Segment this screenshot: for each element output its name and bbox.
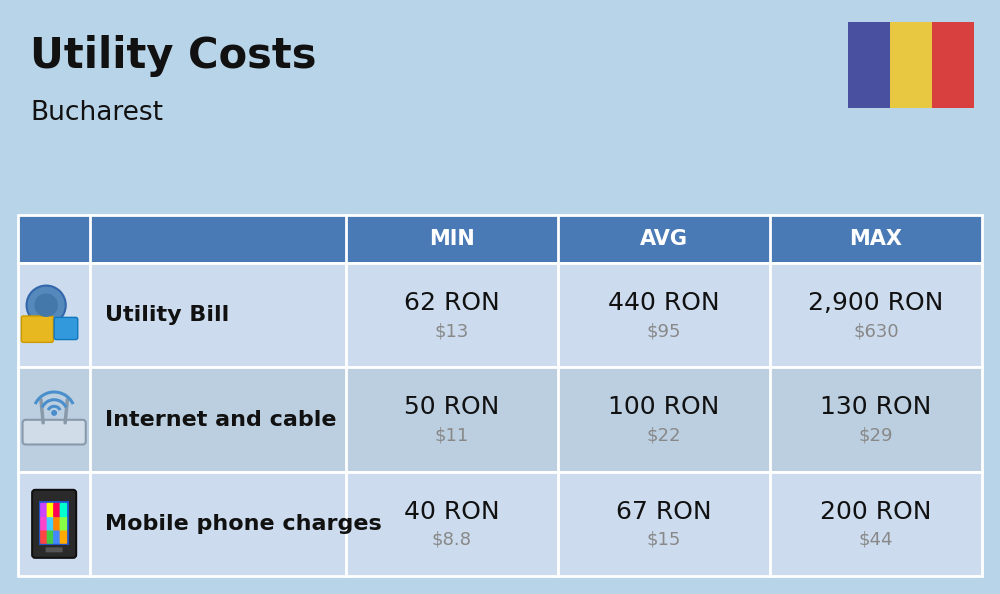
Text: 50 RON: 50 RON bbox=[404, 396, 499, 419]
Text: $44: $44 bbox=[859, 531, 893, 549]
FancyBboxPatch shape bbox=[32, 490, 76, 558]
Text: 440 RON: 440 RON bbox=[608, 291, 720, 315]
Text: $95: $95 bbox=[647, 322, 681, 340]
FancyBboxPatch shape bbox=[60, 529, 67, 544]
FancyBboxPatch shape bbox=[40, 516, 48, 530]
FancyBboxPatch shape bbox=[39, 501, 69, 545]
Text: MAX: MAX bbox=[849, 229, 902, 249]
Text: MIN: MIN bbox=[429, 229, 475, 249]
Text: 100 RON: 100 RON bbox=[608, 396, 720, 419]
FancyBboxPatch shape bbox=[932, 22, 974, 108]
Text: Bucharest: Bucharest bbox=[30, 100, 163, 126]
Text: $22: $22 bbox=[647, 426, 681, 444]
FancyBboxPatch shape bbox=[47, 503, 54, 517]
FancyBboxPatch shape bbox=[60, 503, 67, 517]
FancyBboxPatch shape bbox=[40, 503, 48, 517]
FancyBboxPatch shape bbox=[890, 22, 932, 108]
FancyBboxPatch shape bbox=[18, 263, 982, 367]
FancyBboxPatch shape bbox=[18, 215, 982, 263]
FancyBboxPatch shape bbox=[53, 516, 61, 530]
Text: 2,900 RON: 2,900 RON bbox=[808, 291, 944, 315]
Text: $11: $11 bbox=[435, 426, 469, 444]
FancyBboxPatch shape bbox=[60, 516, 67, 530]
Text: 67 RON: 67 RON bbox=[616, 500, 712, 524]
FancyBboxPatch shape bbox=[23, 420, 86, 444]
FancyBboxPatch shape bbox=[53, 503, 61, 517]
Circle shape bbox=[51, 410, 57, 416]
FancyBboxPatch shape bbox=[46, 547, 63, 552]
Text: Utility Bill: Utility Bill bbox=[105, 305, 230, 325]
FancyBboxPatch shape bbox=[40, 529, 48, 544]
FancyBboxPatch shape bbox=[18, 367, 982, 472]
Text: Mobile phone charges: Mobile phone charges bbox=[105, 514, 382, 534]
Text: $15: $15 bbox=[647, 531, 681, 549]
FancyBboxPatch shape bbox=[47, 529, 54, 544]
Text: $13: $13 bbox=[435, 322, 469, 340]
Text: Internet and cable: Internet and cable bbox=[105, 409, 337, 429]
Circle shape bbox=[34, 293, 58, 317]
Text: 62 RON: 62 RON bbox=[404, 291, 500, 315]
Text: AVG: AVG bbox=[640, 229, 688, 249]
Text: 200 RON: 200 RON bbox=[820, 500, 932, 524]
Text: $8.8: $8.8 bbox=[432, 531, 472, 549]
FancyBboxPatch shape bbox=[47, 516, 54, 530]
Text: Utility Costs: Utility Costs bbox=[30, 35, 316, 77]
FancyBboxPatch shape bbox=[21, 316, 53, 342]
Text: $630: $630 bbox=[853, 322, 899, 340]
Text: 40 RON: 40 RON bbox=[404, 500, 500, 524]
Text: 130 RON: 130 RON bbox=[820, 396, 932, 419]
Circle shape bbox=[27, 286, 66, 325]
FancyBboxPatch shape bbox=[848, 22, 890, 108]
Text: $29: $29 bbox=[859, 426, 893, 444]
FancyBboxPatch shape bbox=[18, 472, 982, 576]
FancyBboxPatch shape bbox=[53, 529, 61, 544]
FancyBboxPatch shape bbox=[54, 317, 78, 340]
